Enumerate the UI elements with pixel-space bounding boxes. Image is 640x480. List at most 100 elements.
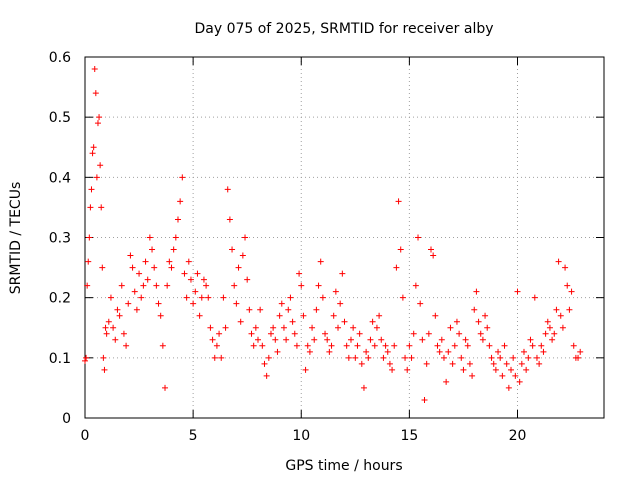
data-point bbox=[309, 324, 316, 331]
data-point bbox=[546, 324, 553, 331]
data-point bbox=[378, 336, 385, 343]
data-point bbox=[365, 354, 372, 361]
data-point bbox=[516, 378, 523, 385]
data-point bbox=[88, 186, 95, 193]
data-point bbox=[559, 324, 566, 331]
data-point bbox=[514, 288, 521, 295]
data-point bbox=[289, 318, 296, 325]
data-point bbox=[209, 336, 216, 343]
data-point bbox=[192, 288, 199, 295]
data-point bbox=[300, 312, 307, 319]
data-point bbox=[255, 336, 261, 343]
data-point bbox=[479, 336, 486, 343]
data-point bbox=[440, 354, 447, 361]
data-point bbox=[508, 366, 515, 373]
data-point bbox=[226, 216, 233, 223]
data-point bbox=[529, 342, 536, 349]
data-point bbox=[112, 336, 119, 343]
data-point bbox=[562, 264, 569, 271]
data-point bbox=[107, 294, 114, 301]
data-point bbox=[462, 336, 469, 343]
data-point bbox=[280, 324, 287, 331]
data-point bbox=[518, 360, 525, 367]
data-point bbox=[91, 66, 98, 73]
data-point bbox=[330, 312, 337, 319]
data-point bbox=[417, 300, 424, 307]
data-point bbox=[179, 174, 186, 181]
data-point bbox=[97, 162, 104, 169]
data-point bbox=[466, 360, 473, 367]
y-tick-label: 0.5 bbox=[49, 110, 71, 126]
data-point bbox=[490, 360, 497, 367]
data-point bbox=[136, 270, 143, 277]
data-point bbox=[252, 324, 259, 331]
data-point bbox=[553, 306, 560, 313]
data-point bbox=[82, 357, 88, 364]
data-point bbox=[110, 324, 117, 331]
data-point bbox=[542, 330, 549, 337]
data-point bbox=[415, 234, 422, 241]
data-point bbox=[125, 300, 132, 307]
data-point bbox=[185, 258, 192, 265]
data-point bbox=[85, 258, 92, 265]
data-point bbox=[114, 306, 121, 313]
x-tick-label: 15 bbox=[400, 428, 418, 444]
data-point bbox=[367, 336, 374, 343]
data-point bbox=[164, 282, 171, 289]
data-point bbox=[142, 258, 149, 265]
data-point bbox=[166, 258, 173, 265]
data-point bbox=[575, 354, 582, 361]
data-point bbox=[120, 330, 127, 337]
data-point bbox=[471, 306, 478, 313]
data-point bbox=[322, 330, 329, 337]
data-point bbox=[229, 246, 236, 253]
data-point bbox=[551, 330, 558, 337]
data-point bbox=[259, 342, 266, 349]
data-point bbox=[358, 360, 365, 367]
data-point bbox=[339, 270, 346, 277]
data-point bbox=[276, 312, 283, 319]
data-point bbox=[499, 372, 506, 379]
data-point bbox=[242, 234, 249, 241]
data-point bbox=[557, 312, 564, 319]
data-point bbox=[172, 234, 179, 241]
data-point bbox=[345, 354, 352, 361]
data-point bbox=[380, 354, 387, 361]
data-point bbox=[531, 294, 538, 301]
data-point bbox=[96, 114, 103, 121]
data-point bbox=[155, 300, 162, 307]
data-point bbox=[270, 324, 277, 331]
y-tick-label: 0.1 bbox=[49, 351, 71, 367]
data-point bbox=[99, 264, 106, 271]
data-point bbox=[486, 342, 493, 349]
data-point bbox=[443, 378, 450, 385]
data-point bbox=[533, 354, 540, 361]
data-point bbox=[291, 330, 298, 337]
data-point bbox=[177, 198, 184, 205]
data-point bbox=[570, 342, 577, 349]
data-point bbox=[536, 360, 543, 367]
data-point bbox=[317, 258, 324, 265]
data-point bbox=[501, 342, 508, 349]
data-point bbox=[239, 252, 246, 259]
data-point bbox=[505, 384, 512, 391]
data-point bbox=[393, 264, 400, 271]
data-point bbox=[205, 294, 212, 301]
data-point bbox=[421, 396, 428, 403]
data-point bbox=[101, 366, 108, 373]
x-axis-label: GPS time / hours bbox=[285, 458, 402, 474]
data-point bbox=[298, 282, 305, 289]
data-point bbox=[566, 306, 573, 313]
data-point bbox=[100, 354, 107, 361]
data-point bbox=[222, 324, 229, 331]
data-point bbox=[190, 300, 197, 307]
data-point bbox=[436, 348, 443, 355]
data-point bbox=[313, 306, 320, 313]
data-point bbox=[544, 318, 551, 325]
data-point bbox=[538, 342, 545, 349]
data-point bbox=[456, 330, 463, 337]
data-point bbox=[261, 360, 268, 367]
x-tick-label: 20 bbox=[509, 428, 527, 444]
data-point bbox=[484, 324, 491, 331]
data-point bbox=[451, 342, 458, 349]
